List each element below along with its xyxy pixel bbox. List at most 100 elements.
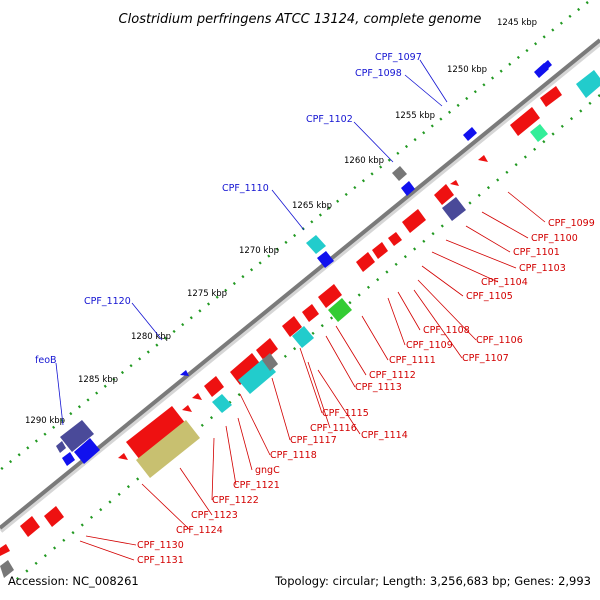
gene-label-inner[interactable]: CPF_1109 bbox=[406, 340, 453, 351]
scale-label: 1280 kbp bbox=[131, 332, 171, 342]
gene-label-outer[interactable]: feoB bbox=[35, 355, 57, 366]
gene-arrow[interactable] bbox=[510, 107, 540, 136]
scale-label: 1265 kbp bbox=[292, 201, 332, 211]
leader-line bbox=[419, 59, 448, 103]
scale-label: 1255 kbp bbox=[395, 111, 435, 121]
gene-arrow[interactable] bbox=[126, 406, 186, 460]
gene-label-inner[interactable]: CPF_1112 bbox=[369, 370, 416, 381]
gene-label-inner[interactable]: CPF_1115 bbox=[322, 408, 369, 419]
gene-arrow[interactable] bbox=[74, 438, 100, 464]
gene-arrow[interactable] bbox=[401, 181, 415, 196]
gene-arrow[interactable] bbox=[182, 405, 192, 412]
gene-block[interactable] bbox=[56, 441, 66, 453]
gene-label-inner[interactable]: CPF_1100 bbox=[531, 233, 578, 244]
gene-arrow[interactable] bbox=[540, 86, 562, 107]
gene-arrow[interactable] bbox=[204, 376, 224, 397]
gene-arrow[interactable] bbox=[372, 242, 388, 259]
gene-block[interactable] bbox=[262, 353, 278, 371]
gene-arrow[interactable] bbox=[192, 393, 202, 400]
gene-block[interactable] bbox=[136, 420, 200, 478]
gene-block[interactable] bbox=[328, 298, 352, 322]
gene-arrow[interactable] bbox=[0, 544, 10, 556]
gene-arrow[interactable] bbox=[478, 155, 488, 162]
scale-label: 1290 kbp bbox=[25, 416, 65, 426]
inner-genes bbox=[0, 70, 600, 578]
gene-label-inner[interactable]: CPF_1124 bbox=[176, 525, 223, 536]
gene-block[interactable] bbox=[0, 560, 14, 578]
gene-label-inner[interactable]: CPF_1103 bbox=[519, 263, 566, 274]
gene-block[interactable] bbox=[576, 70, 600, 98]
gene-arrow[interactable] bbox=[317, 251, 334, 268]
outer-label-group: CPF_1097 CPF_1098 CPF_1102 CPF_1110 CPF_… bbox=[35, 52, 448, 426]
gene-label-inner[interactable]: CPF_1116 bbox=[310, 423, 357, 434]
gene-block[interactable] bbox=[292, 326, 314, 348]
gene-arrow[interactable] bbox=[62, 452, 75, 466]
gene-label-inner[interactable]: CPF_1117 bbox=[290, 435, 337, 446]
gene-arrow[interactable] bbox=[44, 506, 64, 527]
scale-label: 1285 kbp bbox=[78, 375, 118, 385]
inner-label-group: CPF_1099 CPF_1100 CPF_1101 CPF_1103 CPF_… bbox=[137, 218, 595, 566]
gene-block[interactable] bbox=[306, 235, 326, 254]
leader-line bbox=[271, 189, 305, 231]
accession-text: Accession: NC_008261 bbox=[8, 574, 139, 588]
gene-arrow[interactable] bbox=[318, 284, 342, 308]
gene-label-inner[interactable]: CPF_1130 bbox=[137, 540, 184, 551]
gene-label-inner[interactable]: CPF_1122 bbox=[212, 495, 259, 506]
gene-block[interactable] bbox=[212, 394, 232, 413]
gene-block[interactable] bbox=[530, 124, 548, 142]
gene-arrow[interactable] bbox=[388, 232, 402, 246]
gene-block[interactable] bbox=[442, 197, 466, 221]
leader-line bbox=[55, 362, 64, 426]
gene-label-inner[interactable]: CPF_1114 bbox=[361, 430, 408, 441]
gene-label-outer[interactable]: CPF_1120 bbox=[84, 296, 131, 307]
gene-arrow[interactable] bbox=[20, 516, 40, 537]
gene-block[interactable] bbox=[60, 420, 94, 452]
outer-scale-track bbox=[0, 1, 589, 471]
gene-arrow[interactable] bbox=[282, 316, 302, 337]
gene-label-inner[interactable]: gngC bbox=[255, 465, 280, 476]
gene-arrow[interactable] bbox=[180, 370, 189, 376]
gene-label-inner[interactable]: CPF_1105 bbox=[466, 291, 513, 302]
gene-label-inner[interactable]: CPF_1118 bbox=[270, 450, 317, 461]
scale-label: 1270 kbp bbox=[239, 246, 279, 256]
leader-line bbox=[131, 302, 163, 341]
leader-line bbox=[404, 74, 443, 107]
gene-label-inner[interactable]: CPF_1099 bbox=[548, 218, 595, 229]
gene-label-outer[interactable]: CPF_1098 bbox=[355, 68, 402, 79]
gene-label-inner[interactable]: CPF_1107 bbox=[462, 353, 509, 364]
gene-label-inner[interactable]: CPF_1111 bbox=[389, 355, 436, 366]
gene-arrow[interactable] bbox=[302, 304, 319, 322]
scale-label: 1245 kbp bbox=[497, 18, 537, 28]
gene-label-inner[interactable]: CPF_1123 bbox=[191, 510, 238, 521]
gene-label-outer[interactable]: CPF_1097 bbox=[375, 52, 422, 63]
gene-block[interactable] bbox=[392, 166, 407, 181]
gene-label-inner[interactable]: CPF_1113 bbox=[355, 382, 402, 393]
gene-label-inner[interactable]: CPF_1101 bbox=[513, 247, 560, 258]
gene-arrow[interactable] bbox=[356, 252, 375, 272]
gene-label-inner[interactable]: CPF_1104 bbox=[481, 277, 528, 288]
scale-label: 1260 kbp bbox=[344, 156, 384, 166]
gene-label-inner[interactable]: CPF_1108 bbox=[423, 325, 470, 336]
inner-leader-lines bbox=[79, 191, 546, 561]
gene-arrow[interactable] bbox=[402, 209, 426, 233]
gene-arrow[interactable] bbox=[450, 180, 459, 186]
topology-text: Topology: circular; Length: 3,256,683 bp… bbox=[274, 574, 591, 588]
scale-label: 1250 kbp bbox=[447, 65, 487, 75]
gene-label-outer[interactable]: CPF_1110 bbox=[222, 183, 269, 194]
gene-block[interactable] bbox=[238, 358, 276, 394]
outer-genes bbox=[56, 60, 552, 466]
genome-backbone bbox=[0, 38, 600, 530]
gene-label-inner[interactable]: CPF_1106 bbox=[476, 335, 523, 346]
gene-arrow[interactable] bbox=[463, 127, 477, 141]
leader-line bbox=[353, 121, 394, 163]
gene-arrow[interactable] bbox=[230, 353, 262, 385]
gene-label-outer[interactable]: CPF_1102 bbox=[306, 114, 353, 125]
gene-arrow[interactable] bbox=[118, 453, 128, 460]
gene-label-inner[interactable]: CPF_1121 bbox=[233, 480, 280, 491]
gene-arrow[interactable] bbox=[540, 60, 552, 72]
gene-arrow[interactable] bbox=[256, 338, 278, 361]
gene-arrow[interactable] bbox=[434, 184, 454, 205]
scale-label: 1275 kbp bbox=[187, 289, 227, 299]
gene-label-inner[interactable]: CPF_1131 bbox=[137, 555, 184, 566]
